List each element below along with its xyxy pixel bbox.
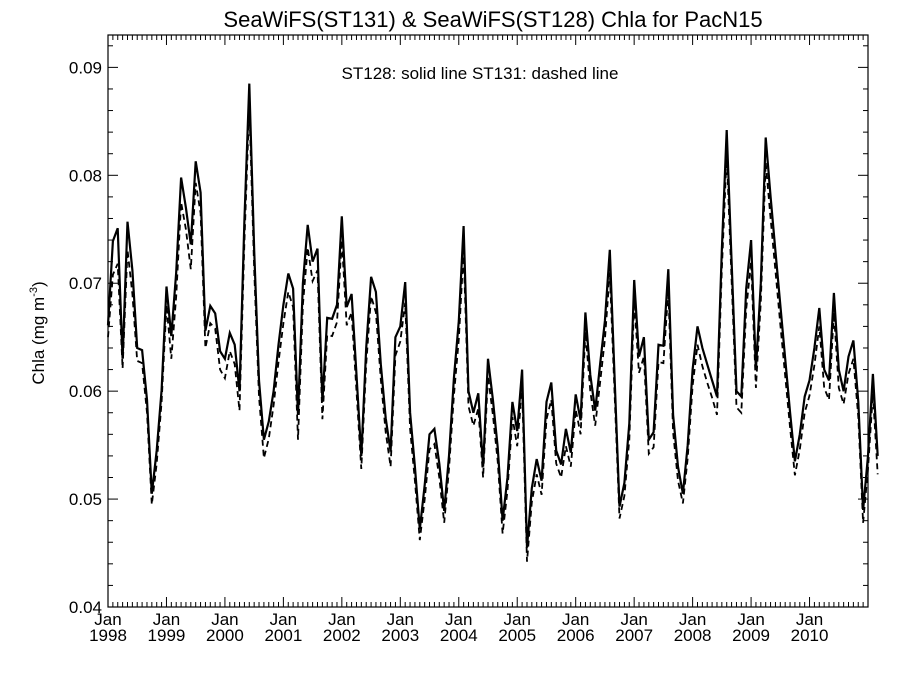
x-tick-month-label: Jan [679, 610, 706, 629]
series-layer [106, 83, 879, 562]
legend-annotation: ST128: solid line ST131: dashed line [342, 64, 619, 83]
x-axis-ticks: Jan1998Jan1999Jan2000Jan2001Jan2002Jan20… [89, 35, 869, 645]
y-axis-label-close: ) [29, 281, 48, 287]
y-axis-ticks: 0.04 0.05 0.06 0.07 0.08 0.09 [69, 45, 868, 617]
x-tick-year-label: 2000 [206, 626, 244, 645]
y-tick-label: 0.04 [69, 598, 102, 617]
y-tick-label: 0.07 [69, 274, 102, 293]
chart-title: SeaWiFS(ST131) & SeaWiFS(ST128) Chla for… [223, 7, 762, 32]
y-tick-label: 0.08 [69, 166, 102, 185]
y-tick-label: 0.09 [69, 58, 102, 77]
x-tick-month-label: Jan [328, 610, 355, 629]
y-tick-label: 0.05 [69, 490, 102, 509]
x-tick-month-label: Jan [270, 610, 297, 629]
series-line-st131 [107, 105, 879, 562]
x-tick-month-label: Jan [153, 610, 180, 629]
y-tick-label: 0.06 [69, 382, 102, 401]
x-tick-year-label: 2001 [264, 626, 302, 645]
x-tick-year-label: 2007 [615, 626, 653, 645]
x-tick-month-label: Jan [737, 610, 764, 629]
series-line-st128 [106, 83, 879, 548]
x-tick-month-label: Jan [94, 610, 121, 629]
x-tick-year-label: 2008 [674, 626, 712, 645]
x-tick-year-label: 2003 [381, 626, 419, 645]
y-axis-label-main: Chla (mg m [29, 297, 48, 385]
x-tick-year-label: 2004 [440, 626, 478, 645]
x-tick-year-label: 1998 [89, 626, 127, 645]
x-tick-year-label: 1999 [148, 626, 186, 645]
x-tick-month-label: Jan [620, 610, 647, 629]
x-tick-month-label: Jan [445, 610, 472, 629]
x-tick-year-label: 2002 [323, 626, 361, 645]
x-tick-month-label: Jan [796, 610, 823, 629]
y-axis-label-superscript: -3 [28, 287, 40, 297]
svg-text:Chla (mg m-3): Chla (mg m-3) [28, 281, 48, 384]
x-tick-month-label: Jan [211, 610, 238, 629]
x-tick-year-label: 2005 [498, 626, 536, 645]
y-axis-label: Chla (mg m-3) [28, 281, 48, 384]
x-tick-year-label: 2006 [557, 626, 595, 645]
x-tick-month-label: Jan [387, 610, 414, 629]
x-tick-year-label: 2009 [732, 626, 770, 645]
x-tick-month-label: Jan [504, 610, 531, 629]
x-tick-month-label: Jan [562, 610, 589, 629]
x-tick-year-label: 2010 [791, 626, 829, 645]
